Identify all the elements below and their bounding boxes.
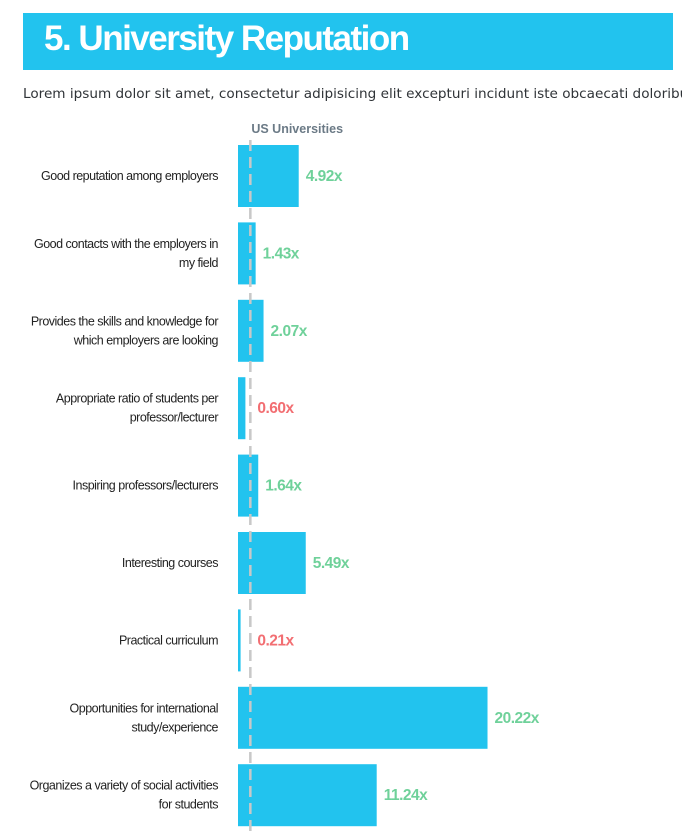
value-label: 0.60x <box>257 400 294 417</box>
value-label: 1.64x <box>265 478 302 495</box>
category-label: Opportunities for international <box>70 701 218 715</box>
category-label: Inspiring professors/lecturers <box>73 479 219 493</box>
page-title: 5. University Reputation <box>44 19 410 58</box>
page-subtitle: Lorem ipsum dolor sit amet, consectetur … <box>23 86 682 102</box>
category-label: study/experience <box>131 720 218 734</box>
category-label: Good reputation among employers <box>41 169 218 183</box>
value-label: 20.22x <box>495 710 540 727</box>
value-label: 2.07x <box>271 323 308 340</box>
bar-9 <box>238 764 377 827</box>
category-label: Practical curriculum <box>119 633 218 647</box>
category-label: my field <box>179 256 219 270</box>
bar-7 <box>238 609 241 672</box>
series-label: US Universities <box>251 122 343 136</box>
value-label: 11.24x <box>384 787 428 804</box>
category-label: for students <box>159 798 219 812</box>
title-banner: 5. University Reputation <box>23 13 673 70</box>
bar-1 <box>238 145 299 207</box>
value-label: 0.21x <box>257 632 294 649</box>
category-label: Good contacts with the employers in <box>34 237 219 251</box>
value-label: 4.92x <box>306 168 343 185</box>
bar-8 <box>238 686 488 749</box>
category-label: Provides the skills and knowledge for <box>31 314 219 328</box>
category-label: Interesting courses <box>122 556 218 570</box>
bar-5 <box>238 454 259 517</box>
category-label: professor/lecturer <box>130 411 219 425</box>
category-label: Appropriate ratio of students per <box>56 392 218 406</box>
bar-4 <box>238 377 246 440</box>
category-label: Organizes a variety of social activities <box>30 779 219 793</box>
category-label: which employers are looking <box>73 333 219 347</box>
bar-2 <box>238 222 256 285</box>
value-label: 1.43x <box>263 245 300 262</box>
bar-6 <box>238 532 306 594</box>
value-label: 5.49x <box>313 555 350 572</box>
